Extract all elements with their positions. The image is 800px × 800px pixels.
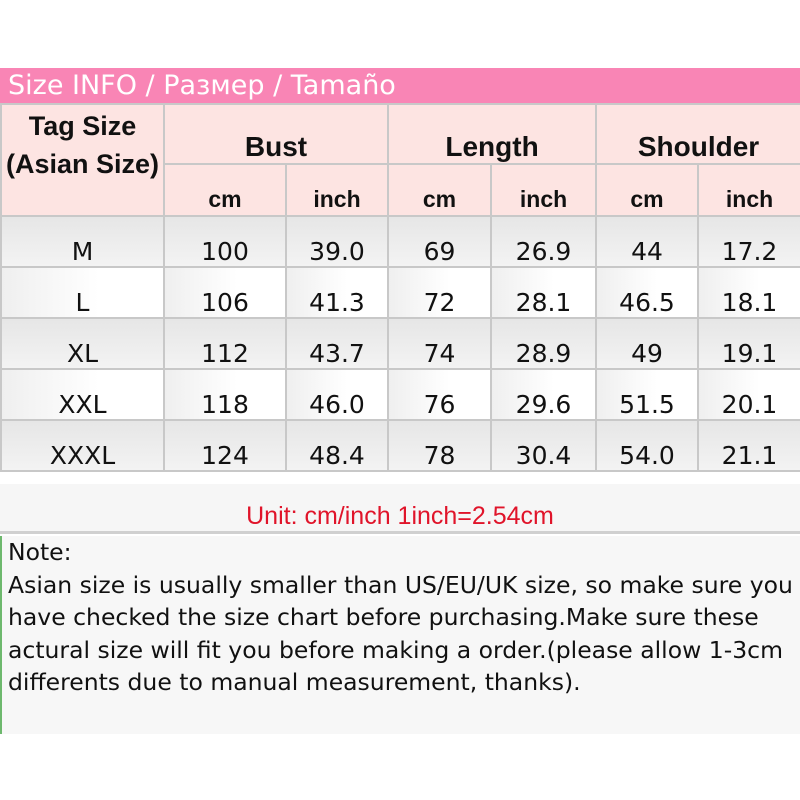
table-row: XL 112 43.7 74 28.9 49 19.1 xyxy=(0,317,800,370)
table-row: M 100 39.0 69 26.9 44 17.2 xyxy=(0,215,800,268)
measurement-cell: 20.1 xyxy=(697,368,800,421)
unit-header: cm xyxy=(595,163,700,217)
size-cell: XL xyxy=(0,317,165,370)
measurement-cell: 51.5 xyxy=(595,368,700,421)
measurement-cell: 78 xyxy=(387,419,493,472)
measurement-cell: 69 xyxy=(387,215,493,268)
measurement-cell: 28.1 xyxy=(490,266,598,319)
measurement-cell: 43.7 xyxy=(284,317,390,370)
size-cell: XXXL xyxy=(0,419,165,472)
table-row: L 106 41.3 72 28.1 46.5 18.1 xyxy=(0,266,800,319)
measurement-cell: 28.9 xyxy=(490,317,598,370)
unit-header: inch xyxy=(697,163,800,217)
measurement-cell: 118 xyxy=(163,368,287,421)
measurement-cell: 76 xyxy=(387,368,493,421)
measurement-cell: 48.4 xyxy=(284,419,390,472)
measurement-cell: 124 xyxy=(163,419,287,472)
tag-size-header: Tag Size (Asian Size) xyxy=(0,103,165,217)
note-section: Note: Asian size is usually smaller than… xyxy=(0,536,800,734)
size-cell: M xyxy=(0,215,165,268)
measurement-cell: 19.1 xyxy=(697,317,800,370)
measurement-cell: 17.2 xyxy=(697,215,800,268)
unit-header: cm xyxy=(163,163,287,217)
measurement-cell: 72 xyxy=(387,266,493,319)
measurement-cell: 54.0 xyxy=(595,419,700,472)
measurement-cell: 44 xyxy=(595,215,700,268)
measurement-cell: 26.9 xyxy=(490,215,598,268)
measurement-cell: 29.6 xyxy=(490,368,598,421)
size-cell: XXL xyxy=(0,368,165,421)
unit-conversion-note: Unit: cm/inch 1inch=2.54cm xyxy=(0,484,800,534)
measurement-cell: 112 xyxy=(163,317,287,370)
measurement-cell: 39.0 xyxy=(284,215,390,268)
measurement-cell: 106 xyxy=(163,266,287,319)
length-header: Length xyxy=(387,103,598,165)
measurement-cell: 46.0 xyxy=(284,368,390,421)
unit-header: inch xyxy=(284,163,390,217)
measurement-cell: 41.3 xyxy=(284,266,390,319)
size-cell: L xyxy=(0,266,165,319)
note-label: Note: xyxy=(8,538,72,566)
size-table: Tag Size (Asian Size) Bust Length Should… xyxy=(0,103,800,472)
note-text: Asian size is usually smaller than US/EU… xyxy=(8,570,793,697)
size-info-title: Size INFO / Размер / Tamaño xyxy=(0,68,800,103)
measurement-cell: 18.1 xyxy=(697,266,800,319)
measurement-cell: 49 xyxy=(595,317,700,370)
measurement-cell: 46.5 xyxy=(595,266,700,319)
measurement-cell: 21.1 xyxy=(697,419,800,472)
bust-header: Bust xyxy=(162,103,390,165)
measurement-cell: 100 xyxy=(163,215,287,268)
unit-header: inch xyxy=(490,163,598,217)
measurement-cell: 30.4 xyxy=(490,419,598,472)
measurement-cell: 74 xyxy=(387,317,493,370)
unit-header: cm xyxy=(387,163,493,217)
shoulder-header: Shoulder xyxy=(595,103,800,165)
table-row: XXL 118 46.0 76 29.6 51.5 20.1 xyxy=(0,368,800,421)
table-row: XXXL 124 48.4 78 30.4 54.0 21.1 xyxy=(0,419,800,472)
